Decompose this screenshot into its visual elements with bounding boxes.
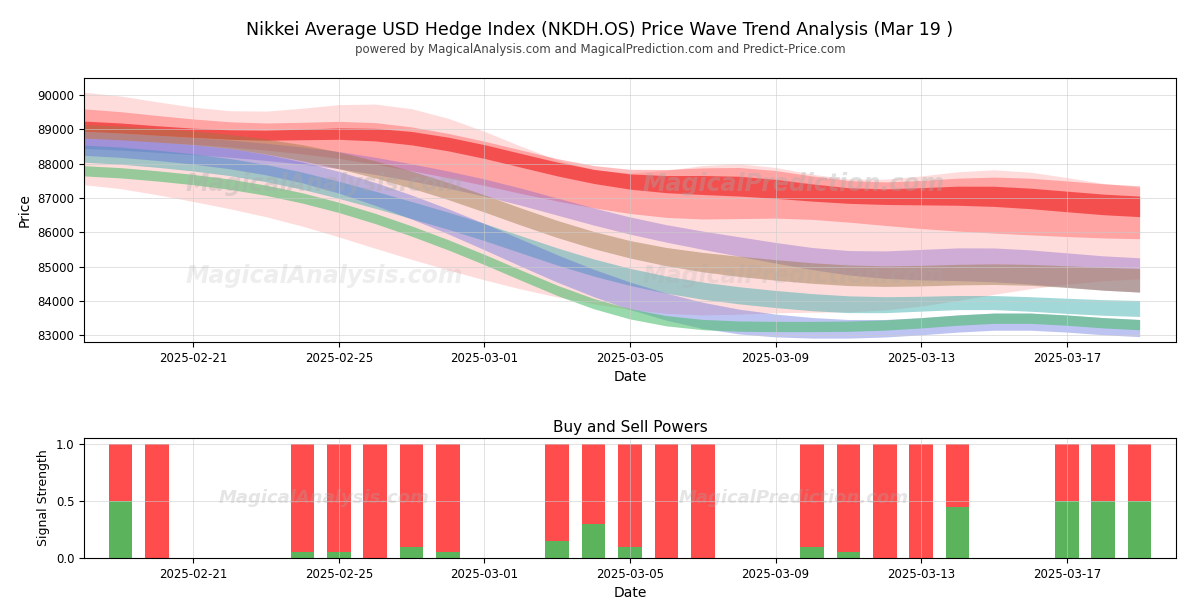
- Bar: [290, 552, 314, 558]
- Text: MagicalPrediction.com: MagicalPrediction.com: [679, 489, 908, 507]
- Bar: [400, 444, 424, 547]
- Bar: [836, 444, 860, 552]
- Bar: [800, 444, 824, 547]
- Text: MagicalPrediction.com: MagicalPrediction.com: [643, 172, 944, 196]
- Text: powered by MagicalAnalysis.com and MagicalPrediction.com and Predict-Price.com: powered by MagicalAnalysis.com and Magic…: [355, 43, 845, 56]
- Title: Buy and Sell Powers: Buy and Sell Powers: [553, 421, 707, 436]
- Text: MagicalPrediction.com: MagicalPrediction.com: [643, 264, 944, 288]
- Bar: [691, 444, 715, 558]
- Bar: [290, 444, 314, 552]
- Y-axis label: Signal Strength: Signal Strength: [37, 449, 50, 547]
- Bar: [400, 547, 424, 558]
- Bar: [545, 444, 569, 541]
- Bar: [364, 444, 388, 558]
- Bar: [436, 444, 460, 552]
- Text: MagicalAnalysis.com: MagicalAnalysis.com: [186, 264, 463, 288]
- Text: MagicalAnalysis.com: MagicalAnalysis.com: [218, 489, 430, 507]
- Y-axis label: Price: Price: [18, 193, 31, 227]
- Bar: [145, 444, 169, 558]
- Bar: [545, 541, 569, 558]
- Bar: [800, 547, 824, 558]
- Bar: [618, 444, 642, 547]
- Bar: [108, 501, 132, 558]
- Bar: [836, 552, 860, 558]
- Bar: [654, 444, 678, 558]
- Text: MagicalAnalysis.com: MagicalAnalysis.com: [186, 172, 463, 196]
- Text: Nikkei Average USD Hedge Index (NKDH.OS) Price Wave Trend Analysis (Mar 19 ): Nikkei Average USD Hedge Index (NKDH.OS)…: [246, 21, 954, 39]
- Bar: [946, 444, 970, 506]
- Bar: [1055, 501, 1079, 558]
- Bar: [1128, 444, 1152, 501]
- Bar: [582, 524, 606, 558]
- Bar: [108, 444, 132, 501]
- Bar: [326, 444, 350, 552]
- Bar: [1091, 444, 1115, 501]
- Bar: [946, 506, 970, 558]
- Bar: [1091, 501, 1115, 558]
- Bar: [618, 547, 642, 558]
- Bar: [1055, 444, 1079, 501]
- X-axis label: Date: Date: [613, 370, 647, 384]
- Bar: [872, 444, 896, 558]
- Bar: [436, 552, 460, 558]
- Bar: [1128, 501, 1152, 558]
- Bar: [582, 444, 606, 524]
- X-axis label: Date: Date: [613, 586, 647, 600]
- Bar: [910, 444, 934, 558]
- Bar: [326, 552, 350, 558]
